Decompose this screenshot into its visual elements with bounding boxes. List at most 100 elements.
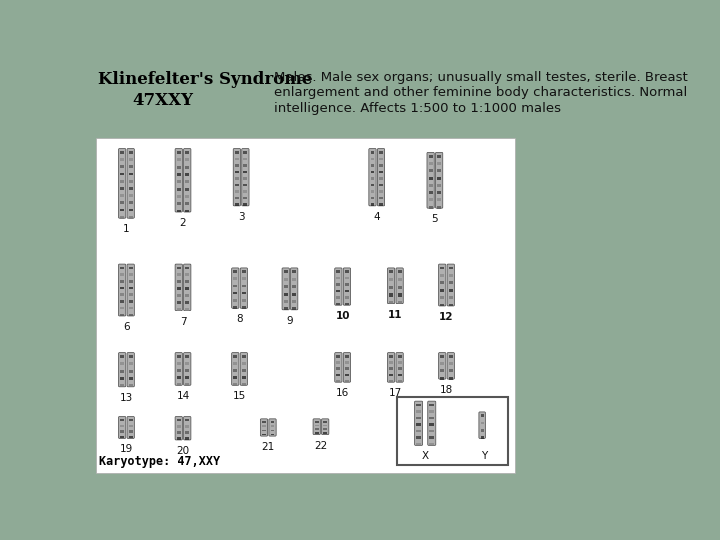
Bar xyxy=(120,314,124,316)
Bar xyxy=(336,284,341,286)
Bar xyxy=(379,197,383,199)
Bar xyxy=(185,362,189,365)
Bar xyxy=(397,361,402,364)
Bar xyxy=(271,426,274,427)
Bar xyxy=(379,184,383,186)
Bar xyxy=(177,267,181,269)
Bar xyxy=(371,204,374,206)
FancyBboxPatch shape xyxy=(119,264,126,316)
Bar xyxy=(441,362,444,365)
Bar xyxy=(185,280,189,283)
Bar xyxy=(177,280,181,283)
Bar xyxy=(336,290,341,292)
Text: Karyotype: 47,XXY: Karyotype: 47,XXY xyxy=(99,455,220,468)
FancyBboxPatch shape xyxy=(387,268,395,303)
Bar xyxy=(428,184,433,187)
Bar xyxy=(437,162,441,165)
FancyBboxPatch shape xyxy=(184,416,191,440)
Text: 13: 13 xyxy=(120,393,133,403)
Bar xyxy=(177,195,181,198)
Text: Males. Male sex organs; unusually small testes, sterile. Breast: Males. Male sex organs; unusually small … xyxy=(274,71,688,84)
Bar xyxy=(120,377,124,380)
Bar xyxy=(437,198,441,201)
Bar xyxy=(129,307,132,309)
Bar xyxy=(315,425,319,427)
Bar xyxy=(441,267,444,269)
Bar xyxy=(129,173,132,176)
Bar xyxy=(243,190,248,193)
FancyBboxPatch shape xyxy=(387,353,395,382)
Bar xyxy=(120,180,124,183)
Bar xyxy=(120,201,124,204)
Bar xyxy=(284,278,287,281)
FancyBboxPatch shape xyxy=(242,148,249,206)
Text: 4: 4 xyxy=(374,212,380,222)
Bar xyxy=(177,273,181,276)
Bar xyxy=(120,436,124,438)
Bar xyxy=(389,355,393,357)
Bar xyxy=(481,429,484,431)
Bar xyxy=(429,443,434,445)
Text: enlargement and other feminine body characteristics. Normal: enlargement and other feminine body char… xyxy=(274,86,687,99)
Bar xyxy=(371,158,374,160)
Bar xyxy=(379,204,383,206)
Bar xyxy=(315,421,319,423)
Bar xyxy=(345,355,349,357)
FancyBboxPatch shape xyxy=(313,419,320,435)
Bar xyxy=(449,281,453,284)
Bar xyxy=(262,429,266,431)
Bar xyxy=(242,278,246,280)
FancyBboxPatch shape xyxy=(343,353,351,382)
Bar xyxy=(235,151,239,154)
Bar xyxy=(233,292,238,294)
Bar xyxy=(397,380,402,382)
Bar xyxy=(429,423,434,426)
FancyBboxPatch shape xyxy=(396,268,403,303)
Bar xyxy=(397,278,402,281)
Bar xyxy=(437,155,441,158)
FancyBboxPatch shape xyxy=(447,353,454,379)
Bar xyxy=(416,430,421,433)
Bar xyxy=(177,202,181,205)
Bar xyxy=(129,293,132,296)
Bar xyxy=(120,307,124,309)
Bar xyxy=(120,267,124,269)
FancyBboxPatch shape xyxy=(175,148,182,212)
Bar xyxy=(129,355,132,358)
Bar xyxy=(243,204,248,206)
Bar xyxy=(242,306,246,309)
FancyBboxPatch shape xyxy=(232,353,239,385)
Bar xyxy=(177,301,181,304)
Bar xyxy=(233,278,238,280)
Bar xyxy=(177,166,181,168)
Bar xyxy=(481,436,484,439)
Bar xyxy=(185,355,189,358)
Bar xyxy=(397,374,402,376)
Text: 9: 9 xyxy=(287,316,293,326)
Bar xyxy=(242,355,246,358)
Bar xyxy=(416,423,421,426)
Bar xyxy=(129,300,132,303)
Text: 11: 11 xyxy=(388,309,402,320)
Bar xyxy=(429,436,434,439)
FancyBboxPatch shape xyxy=(127,353,135,387)
Text: 6: 6 xyxy=(123,322,130,332)
Bar xyxy=(96,138,515,473)
Bar xyxy=(389,301,393,304)
Bar xyxy=(428,155,433,158)
FancyBboxPatch shape xyxy=(233,148,240,206)
Bar xyxy=(235,177,239,180)
Bar xyxy=(185,308,189,311)
Bar xyxy=(185,210,189,212)
Bar xyxy=(129,362,132,366)
Bar xyxy=(262,434,266,435)
Bar xyxy=(428,162,433,165)
Bar xyxy=(389,278,393,281)
FancyBboxPatch shape xyxy=(438,353,446,379)
FancyBboxPatch shape xyxy=(335,353,342,382)
FancyBboxPatch shape xyxy=(427,152,434,208)
Bar xyxy=(235,171,239,173)
Text: 12: 12 xyxy=(439,312,454,322)
Bar xyxy=(177,151,181,154)
Bar xyxy=(292,300,296,303)
